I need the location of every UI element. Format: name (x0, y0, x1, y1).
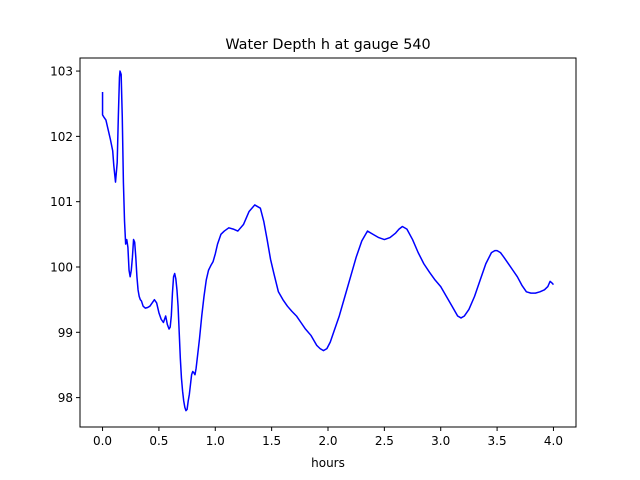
plot-area (101, 70, 555, 412)
x-tick-label: 1.5 (262, 434, 281, 448)
chart-title: Water Depth h at gauge 540 (225, 37, 430, 53)
x-axis: 0.0 0.5 1.0 1.5 2.0 2.5 3.0 3.5 4.0 (93, 427, 563, 448)
y-tick-label: 101 (50, 195, 73, 209)
x-tick-label: 2.0 (318, 434, 337, 448)
y-tick-label: 103 (50, 65, 73, 79)
y-tick-label: 98 (58, 391, 73, 405)
x-tick-label: 1.0 (206, 434, 225, 448)
x-tick-label: 4.0 (544, 434, 563, 448)
series-line-0 (101, 70, 555, 412)
x-tick-label: 0.5 (149, 434, 168, 448)
y-tick-label: 100 (50, 260, 73, 274)
x-axis-label: hours (311, 456, 345, 470)
y-axis: 98 99 100 101 102 103 (50, 65, 80, 405)
x-tick-label: 3.0 (431, 434, 450, 448)
x-tick-label: 2.5 (375, 434, 394, 448)
y-tick-label: 99 (58, 326, 73, 340)
y-tick-label: 102 (50, 130, 73, 144)
x-tick-label: 0.0 (93, 434, 112, 448)
x-tick-label: 3.5 (488, 434, 507, 448)
